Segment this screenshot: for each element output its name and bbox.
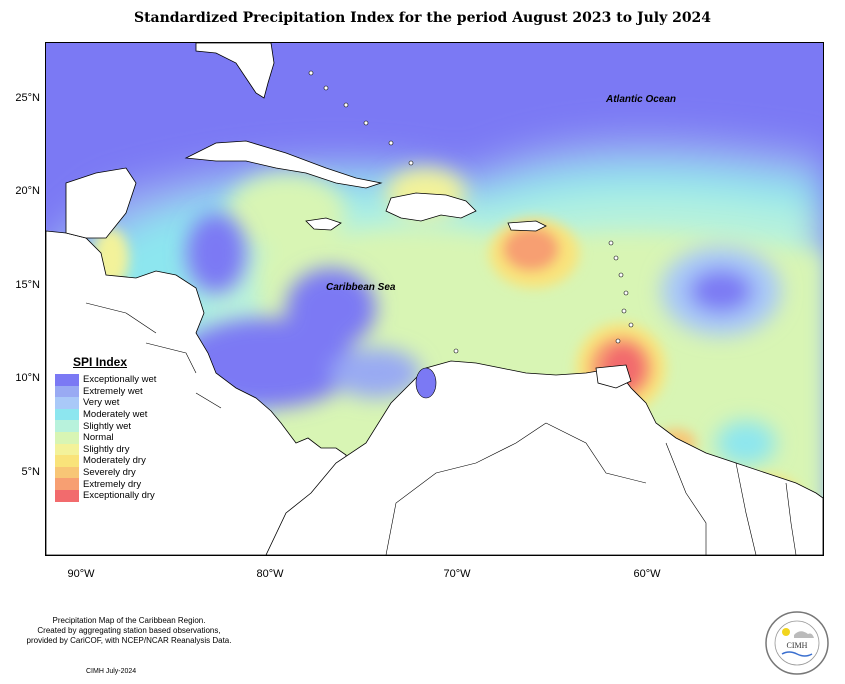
spi-legend: SPI Index Exceptionally wet Extremely wet… xyxy=(55,355,165,502)
footer-line-1: Precipitation Map of the Caribbean Regio… xyxy=(52,616,206,625)
legend-swatch xyxy=(55,478,79,490)
legend-swatch xyxy=(55,489,79,502)
footer-line-2: Created by aggregating station based obs… xyxy=(37,626,221,635)
country-borders xyxy=(85,302,797,555)
x-tick-90w: 90°W xyxy=(67,568,95,580)
jamaica xyxy=(305,217,342,231)
logo-text: CIMH xyxy=(787,641,808,650)
trinidad xyxy=(595,364,632,389)
puerto-rico xyxy=(507,220,547,232)
legend-item: Moderately wet xyxy=(55,408,165,421)
legend-swatch xyxy=(55,397,79,409)
legend-label: Slightly wet xyxy=(83,420,132,432)
y-tick-15n: 15°N xyxy=(15,279,40,291)
y-tick-25n: 25°N xyxy=(15,92,40,104)
legend-label: Extremely wet xyxy=(83,385,143,397)
legend-swatch xyxy=(55,455,79,467)
legend-swatch xyxy=(55,408,79,421)
legend-swatch xyxy=(55,374,79,386)
small-islands xyxy=(308,70,634,354)
footer-line-3: provided by CariCOF, with NCEP/NCAR Rean… xyxy=(26,636,232,645)
x-tick-70w: 70°W xyxy=(443,568,471,580)
cimh-logo: CIMH xyxy=(765,611,829,675)
legend-swatch xyxy=(55,420,79,432)
credit-line: CIMH July-2024 xyxy=(86,668,137,675)
cuba xyxy=(184,140,383,189)
legend-swatch xyxy=(55,431,79,444)
caribbean-sea-label: Caribbean Sea xyxy=(326,282,396,293)
map-canvas xyxy=(46,43,823,555)
lake-maracaibo xyxy=(415,367,437,399)
legend-item: Slightly dry xyxy=(55,443,165,456)
x-tick-80w: 80°W xyxy=(256,568,284,580)
legend-item: Slightly wet xyxy=(55,420,165,432)
yucatan xyxy=(65,167,137,239)
spi-map xyxy=(45,42,824,556)
legend-item: Exceptionally wet xyxy=(55,374,165,386)
legend-title: SPI Index xyxy=(73,355,128,369)
legend-label: Exceptionally dry xyxy=(83,490,155,502)
x-tick-60w: 60°W xyxy=(633,568,661,580)
legend-item: Exceptionally dry xyxy=(55,489,165,502)
legend-item: Normal xyxy=(55,431,165,444)
y-tick-20n: 20°N xyxy=(15,185,40,197)
hispaniola xyxy=(385,192,477,222)
atlantic-ocean-label: Atlantic Ocean xyxy=(606,94,677,105)
legend-label: Slightly dry xyxy=(83,443,130,455)
legend-item: Extremely dry xyxy=(55,478,165,490)
legend-label: Moderately wet xyxy=(83,409,148,421)
footer-notes: Precipitation Map of the Caribbean Regio… xyxy=(14,616,244,646)
legend-item: Extremely wet xyxy=(55,385,165,398)
legend-label: Very wet xyxy=(83,397,120,409)
legend-label: Severely dry xyxy=(83,467,136,479)
map-title: Standardized Precipitation Index for the… xyxy=(133,10,712,26)
legend-swatch xyxy=(55,385,79,398)
cloud-icon xyxy=(794,631,814,638)
legend-label: Extremely dry xyxy=(83,478,142,490)
sun-icon xyxy=(782,628,790,636)
legend-item: Severely dry xyxy=(55,466,165,479)
legend-label: Moderately dry xyxy=(83,455,146,467)
legend-label: Normal xyxy=(83,432,114,444)
legend-swatch xyxy=(55,443,79,456)
legend-swatch xyxy=(55,466,79,479)
legend-item: Moderately dry xyxy=(55,455,165,467)
y-tick-5n: 5°N xyxy=(21,466,40,478)
y-tick-10n: 10°N xyxy=(15,372,40,384)
florida xyxy=(195,43,275,99)
legend-item: Very wet xyxy=(55,397,165,409)
south-america xyxy=(265,360,823,555)
legend-items: Exceptionally wet Extremely wet Very wet Mo… xyxy=(55,374,165,502)
wave-icon xyxy=(781,651,813,657)
legend-label: Exceptionally wet xyxy=(83,374,157,386)
